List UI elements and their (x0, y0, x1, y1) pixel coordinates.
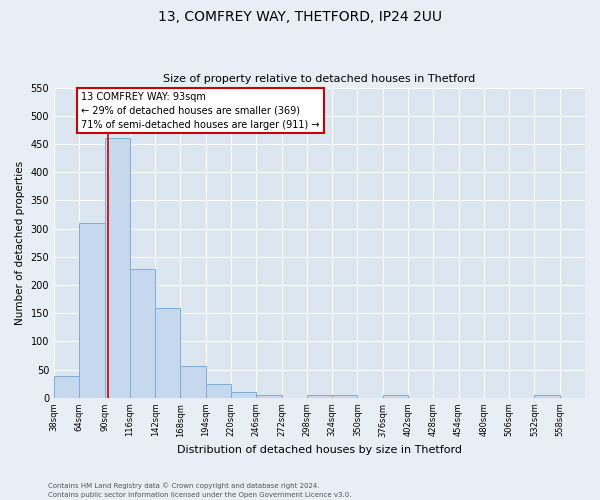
Bar (130, 269, 155, 398)
Bar (383, 395, 408, 398)
Bar (231, 392, 256, 398)
Bar (256, 395, 281, 398)
Bar (332, 395, 358, 398)
Text: 13 COMFREY WAY: 93sqm
← 29% of detached houses are smaller (369)
71% of semi-det: 13 COMFREY WAY: 93sqm ← 29% of detached … (81, 92, 320, 130)
Y-axis label: Number of detached properties: Number of detached properties (15, 160, 25, 324)
Bar (54, 376, 79, 398)
Text: Contains HM Land Registry data © Crown copyright and database right 2024.
Contai: Contains HM Land Registry data © Crown c… (48, 482, 352, 498)
Bar (155, 308, 181, 398)
Bar (181, 366, 206, 398)
Bar (79, 223, 104, 398)
Title: Size of property relative to detached houses in Thetford: Size of property relative to detached ho… (163, 74, 476, 84)
Bar (206, 384, 231, 398)
Text: 13, COMFREY WAY, THETFORD, IP24 2UU: 13, COMFREY WAY, THETFORD, IP24 2UU (158, 10, 442, 24)
Bar (104, 138, 130, 398)
Bar (535, 395, 560, 398)
Bar (307, 395, 332, 398)
X-axis label: Distribution of detached houses by size in Thetford: Distribution of detached houses by size … (177, 445, 462, 455)
